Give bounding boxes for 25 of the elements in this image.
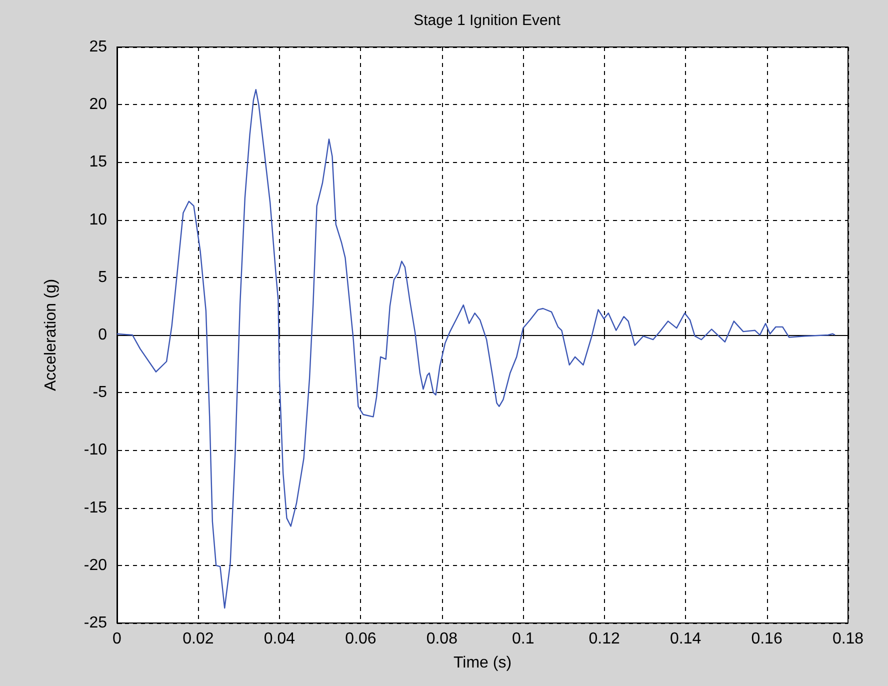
x-tick-label: 0.1 xyxy=(512,630,534,648)
x-tick-label: 0.12 xyxy=(588,630,620,648)
x-tick-label: 0.14 xyxy=(670,630,702,648)
y-axis-title: Acceleration (g) xyxy=(42,278,60,392)
x-tick-label: 0.06 xyxy=(345,630,376,648)
x-tick-label: 0.08 xyxy=(426,630,458,648)
x-tick-label: 0.04 xyxy=(264,630,296,648)
y-tick-label: -10 xyxy=(84,442,108,459)
y-tick-label: 25 xyxy=(89,38,108,56)
x-axis-title: Time (s) xyxy=(453,654,512,672)
y-tick-label: -15 xyxy=(84,499,108,516)
x-tick-label: 0 xyxy=(112,630,122,648)
chart-title: Stage 1 Ignition Event xyxy=(414,12,562,29)
y-tick-label: 15 xyxy=(89,154,108,171)
y-tick-label: 20 xyxy=(89,96,108,114)
y-tick-label: -25 xyxy=(84,614,108,632)
y-tick-label: -5 xyxy=(92,384,108,402)
line-series xyxy=(116,89,836,609)
y-tick-label: -20 xyxy=(84,556,108,574)
y-tick-label: 10 xyxy=(89,211,108,228)
x-tick-label: 0.02 xyxy=(182,630,214,648)
y-tick-label: 5 xyxy=(98,268,108,286)
x-tick-label: 0.18 xyxy=(832,630,864,648)
x-tick-label: 0.16 xyxy=(751,630,782,648)
y-tick-label: 0 xyxy=(98,326,108,344)
